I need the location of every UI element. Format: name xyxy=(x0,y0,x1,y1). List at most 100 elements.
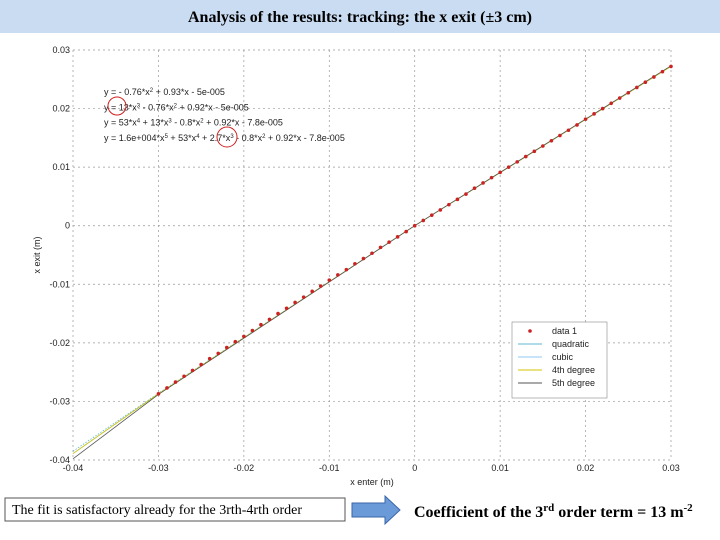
data-point xyxy=(267,317,272,322)
data-point xyxy=(233,339,238,344)
data-point xyxy=(438,208,443,212)
data-point xyxy=(455,197,460,202)
data-point xyxy=(361,256,366,261)
data-point xyxy=(165,386,169,390)
superscript: 4 xyxy=(196,134,200,140)
text-part: Coefficient of the 3 xyxy=(414,504,543,521)
text-part: + 0.92*x - 7.8e-005 xyxy=(266,133,345,143)
fit-equation: y = - 0.76*x2 + 0.93*x - 5e-005 xyxy=(104,87,225,97)
y-tick-label: -0.01 xyxy=(49,279,70,289)
data-point xyxy=(549,138,554,143)
text-part: order term = 13 m xyxy=(554,504,684,521)
x-tick-label: -0.01 xyxy=(319,463,340,473)
x-tick-label: -0.02 xyxy=(234,463,255,473)
data-point xyxy=(558,133,562,138)
text-part: y = 1.6e+004*x xyxy=(104,133,165,143)
data-point xyxy=(626,90,631,95)
legend-label: data 1 xyxy=(552,326,577,336)
data-point xyxy=(207,356,212,361)
data-point xyxy=(609,101,613,106)
y-tick-label: -0.02 xyxy=(49,338,70,348)
arrow xyxy=(351,494,401,526)
plot: -0.04 -0.03 -0.02 -0.01 0 0.01 0.02 0.03 -0.04 -0… xyxy=(32,45,680,487)
data-point xyxy=(583,117,588,121)
text-part: - 0.76*x xyxy=(140,102,174,112)
data-point xyxy=(635,85,639,90)
data-point xyxy=(669,64,673,69)
superscript: 2 xyxy=(150,88,154,94)
data-point xyxy=(242,334,246,339)
data-point xyxy=(190,368,195,373)
data-point xyxy=(498,170,502,175)
data-point xyxy=(575,123,579,127)
data-point xyxy=(532,149,537,154)
text-part: + 13*x xyxy=(140,118,169,128)
x-tick-label: -0.03 xyxy=(148,463,169,473)
text-part: + 0.93*x - 5e-005 xyxy=(153,87,225,97)
x-tick-label: 0.01 xyxy=(491,463,509,473)
y-tick-label: 0 xyxy=(65,221,70,231)
data-point xyxy=(353,261,357,266)
title-bar xyxy=(0,0,720,33)
note: The fit is satisfactory already for the … xyxy=(12,503,302,518)
text-part: y = - 0.76*x xyxy=(104,87,150,97)
slide-title: Analysis of the results: tracking: the x… xyxy=(188,9,532,26)
y-tick-label: -0.04 xyxy=(49,455,70,465)
y-axis-label: x exit (m) xyxy=(32,236,42,273)
legend-label: quadratic xyxy=(552,339,590,349)
data-point xyxy=(276,311,280,316)
data-point xyxy=(404,229,408,234)
highlight-circle xyxy=(107,96,127,116)
data-point xyxy=(182,374,186,379)
superscript: 3 xyxy=(168,119,172,125)
data-point xyxy=(472,186,477,191)
data-point xyxy=(592,112,596,116)
data-point xyxy=(412,223,417,228)
superscript: 4 xyxy=(137,119,141,125)
conclusion: Coefficient of the 3rd order term = 13 m… xyxy=(414,502,693,521)
x-tick-label: 0.03 xyxy=(662,463,680,473)
data-point xyxy=(378,245,383,250)
x-axis-label: x enter (m) xyxy=(350,477,394,487)
data-point xyxy=(224,345,229,350)
data-point xyxy=(652,75,656,79)
text-part: + 0.92*x - 7.8e-005 xyxy=(204,118,283,128)
x-tick-label: 0.02 xyxy=(577,463,595,473)
superscript: 5 xyxy=(165,134,169,140)
data-point xyxy=(600,106,605,111)
fit-equation: y = 53*x4 + 13*x3 - 0.8*x2 + 0.92*x - 7.… xyxy=(104,118,283,128)
superscript: 2 xyxy=(200,119,204,125)
data-point xyxy=(421,218,426,223)
data-point xyxy=(259,322,263,327)
data-point xyxy=(284,306,289,311)
text-part: y = 53*x xyxy=(104,118,137,128)
y-tick-label: 0.03 xyxy=(52,45,70,55)
data-point xyxy=(310,289,315,294)
data-point xyxy=(336,273,340,277)
superscript: 3 xyxy=(137,103,141,109)
legend-label: cubic xyxy=(552,352,574,362)
superscript: 3 xyxy=(230,134,234,140)
text-part: + 0.92*x - 5e-005 xyxy=(177,102,249,112)
data-point xyxy=(489,175,494,180)
data-point xyxy=(541,144,545,148)
y-tick-label: 0.01 xyxy=(52,162,70,172)
superscript: -2 xyxy=(684,502,694,514)
highlight-circle xyxy=(216,126,238,148)
data-point xyxy=(344,267,349,272)
data-point xyxy=(506,165,511,169)
note-box xyxy=(4,497,346,522)
data-point xyxy=(566,128,571,133)
text-part: - 0.8*x xyxy=(234,133,263,143)
text-part: y = 13*x xyxy=(104,102,137,112)
legend-label: 5th degree xyxy=(552,378,595,388)
y-tick-label: -0.03 xyxy=(49,396,70,406)
superscript: 2 xyxy=(262,134,266,140)
data-point xyxy=(660,69,665,74)
data-point xyxy=(447,202,451,207)
data-point xyxy=(430,213,434,217)
data-point xyxy=(301,295,306,299)
data-point xyxy=(464,192,468,196)
data-point xyxy=(216,351,221,356)
